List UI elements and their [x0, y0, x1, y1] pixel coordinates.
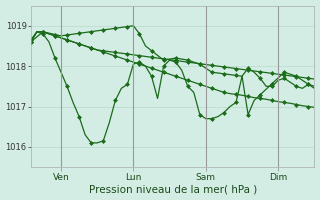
X-axis label: Pression niveau de la mer( hPa ): Pression niveau de la mer( hPa ) [89, 184, 257, 194]
